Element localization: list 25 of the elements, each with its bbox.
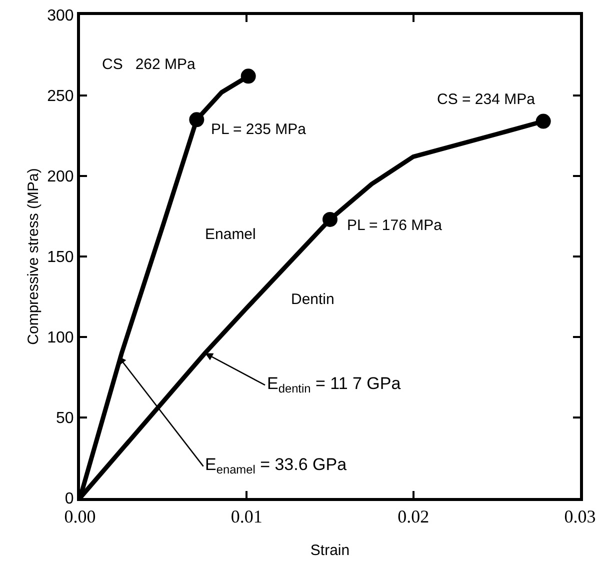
annotation: E$_{dentin}$ = 11 7 GPa <box>267 374 402 396</box>
x-tick-label: 0.02 <box>398 506 430 527</box>
x-tick-label: 0.03 <box>564 506 596 527</box>
y-tick-label: 100 <box>47 330 74 347</box>
annotation: CS 262 MPa <box>102 56 196 73</box>
y-tick-label: 150 <box>47 249 74 266</box>
y-tick-label: 200 <box>47 168 74 186</box>
y-tick-label: 300 <box>47 8 74 25</box>
point <box>189 112 204 128</box>
point <box>240 68 256 84</box>
annotation: CS = 234 MPa <box>437 91 536 108</box>
y-tick-label: 0 <box>64 490 74 508</box>
point <box>322 212 338 227</box>
annotation: Enamel <box>205 226 256 243</box>
y-tick-label: 50 <box>56 410 74 428</box>
annotation: E$_{enamel}$ = 33.6 GPa <box>205 455 348 477</box>
annotation: PL = 176 MPa <box>347 217 443 234</box>
x-axis-title: Strain <box>310 542 350 559</box>
x-tick-label: 0.01 <box>230 506 262 527</box>
x-tick-label: 0.00 <box>64 506 96 527</box>
y-axis-title: Compressive stress (MPa) <box>25 168 42 345</box>
annotation: Dentin <box>291 291 334 308</box>
y-tick-label: 250 <box>47 88 74 106</box>
annotation: PL = 235 MPa <box>211 121 307 138</box>
point <box>536 114 551 129</box>
